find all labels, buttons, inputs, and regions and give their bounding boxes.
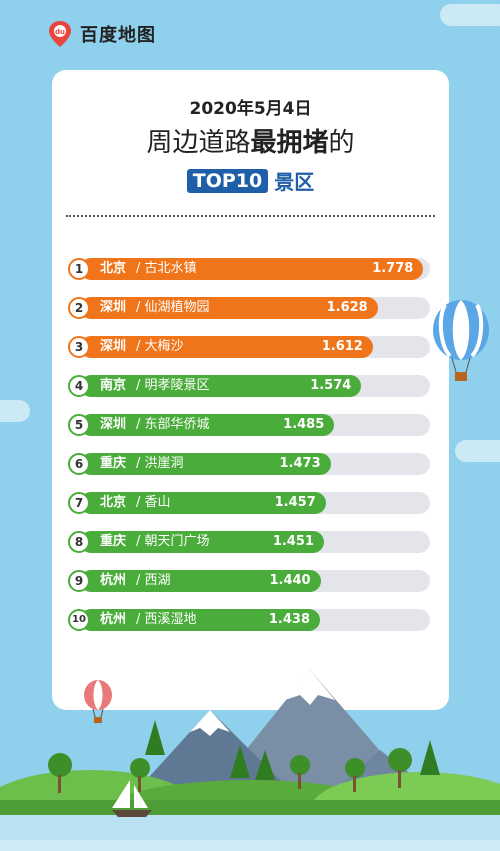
place-label: / 朝天门广场 (136, 534, 210, 549)
page-title: 周边道路最拥堵的 (52, 122, 449, 159)
app-header: du 百度地图 (48, 20, 156, 48)
place-label: / 仙湖植物园 (136, 300, 210, 315)
title-prefix: 周边道路 (146, 128, 251, 158)
cloud (0, 400, 30, 422)
value-label: 1.451 (272, 534, 314, 549)
ranking-chart: 1 北京 / 古北水镇 1.778 2 深圳 / 仙湖植物园 1.628 3 深圳 / 大梅沙 1.6… (52, 70, 449, 710)
value-label: 1.612 (321, 339, 363, 354)
city-label: 深圳 (100, 300, 127, 315)
city-label: 杭州 (100, 573, 127, 588)
place-label: / 东部华侨城 (136, 417, 210, 432)
title-suffix: 的 (328, 128, 355, 158)
rank-badge: 1 (68, 258, 90, 280)
data-bar (80, 258, 424, 280)
data-bar (80, 531, 324, 553)
baidu-map-logo-icon: du (48, 20, 72, 48)
value-label: 1.628 (326, 300, 368, 315)
rank-badge: 9 (68, 570, 90, 592)
city-label: 重庆 (100, 456, 127, 471)
place-label: / 香山 (136, 495, 171, 510)
place-label: / 大梅沙 (136, 339, 184, 354)
city-label: 北京 (100, 495, 127, 510)
city-label: 深圳 (100, 339, 127, 354)
data-bar (80, 492, 326, 514)
badge-suffix: 景区 (274, 170, 315, 194)
city-label: 重庆 (100, 534, 127, 549)
value-label: 1.457 (274, 495, 316, 510)
place-label: / 西溪湿地 (136, 612, 197, 627)
cloud (455, 440, 500, 462)
landscape-illustration (0, 670, 500, 851)
brand-name: 百度地图 (80, 25, 156, 46)
city-label: 深圳 (100, 417, 127, 432)
data-bar (80, 297, 378, 319)
city-label: 南京 (100, 378, 127, 393)
rank-badge: 8 (68, 531, 90, 553)
value-label: 1.574 (310, 378, 352, 393)
value-label: 1.438 (268, 612, 310, 627)
value-label: 1.485 (283, 417, 325, 432)
place-label: / 明孝陵景区 (136, 378, 210, 393)
small-balloon-icon (84, 680, 112, 723)
rank-badge: 7 (68, 492, 90, 514)
top10-badge: TOP10 (186, 168, 269, 193)
ranking-card: 2020年5月4日 周边道路最拥堵的 TOP10 景区 1 北京 / 古北水镇 1.7… (52, 70, 449, 710)
data-bar (80, 609, 320, 631)
rank-badge: 6 (68, 453, 90, 475)
title-bold: 最拥堵 (250, 128, 329, 158)
data-bar (80, 570, 321, 592)
place-label: / 洪崖洞 (136, 456, 184, 471)
rank-badge: 4 (68, 375, 90, 397)
data-bar (80, 375, 362, 397)
rank-badge: 5 (68, 414, 90, 436)
value-label: 1.473 (279, 456, 321, 471)
dotted-divider (66, 215, 435, 217)
svg-text:du: du (55, 28, 65, 36)
cloud (440, 4, 500, 26)
title-badge: TOP10 景区 (52, 166, 449, 195)
data-bar (80, 336, 373, 358)
rank-badge: 10 (68, 609, 90, 631)
hot-air-balloon-icon (433, 300, 489, 381)
place-label: / 西湖 (136, 573, 171, 588)
data-bar (80, 414, 335, 436)
city-label: 杭州 (100, 612, 127, 627)
value-label: 1.440 (269, 573, 311, 588)
value-label: 1.778 (372, 261, 414, 276)
rank-badge: 3 (68, 336, 90, 358)
city-label: 北京 (100, 261, 127, 276)
rank-badge: 2 (68, 297, 90, 319)
data-bar (80, 453, 331, 475)
title-date: 2020年5月4日 (189, 99, 312, 119)
place-label: / 古北水镇 (136, 261, 197, 276)
